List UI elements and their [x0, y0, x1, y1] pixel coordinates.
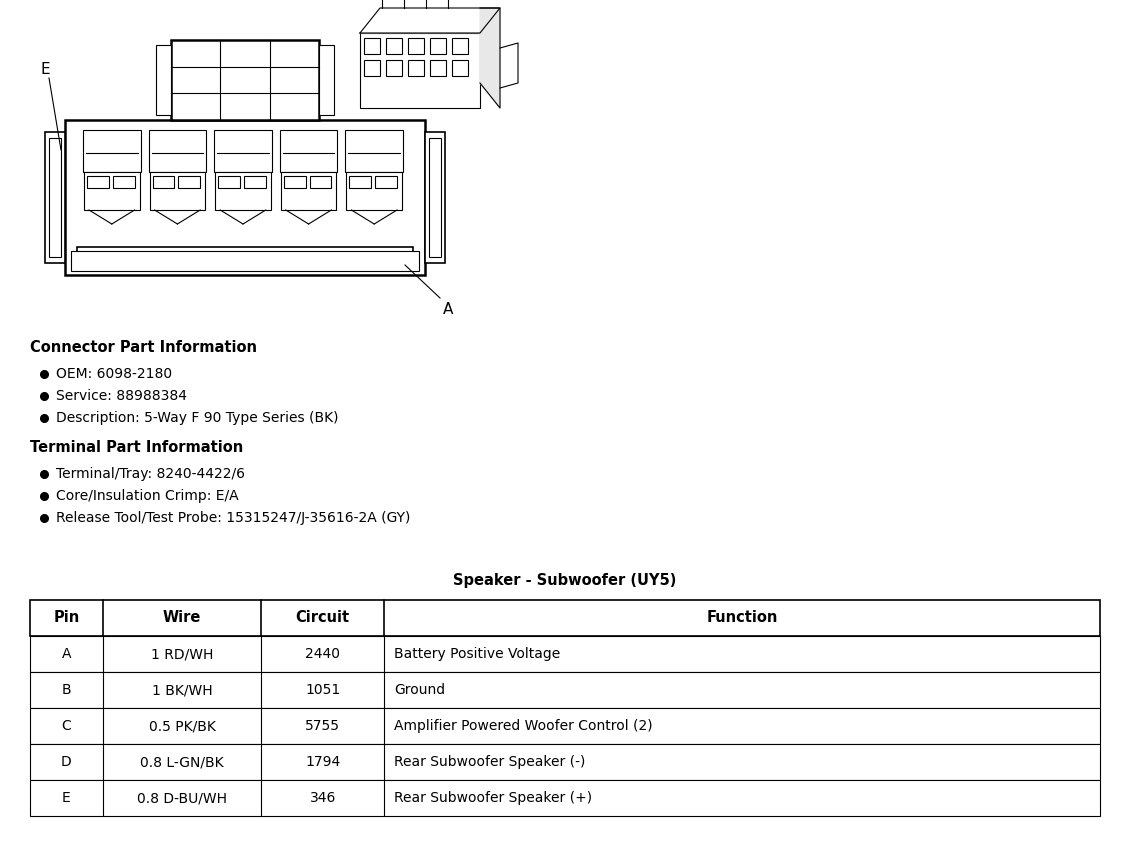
Bar: [429, 138, 441, 257]
Bar: [244, 176, 266, 188]
Bar: [84, 172, 140, 210]
Bar: [152, 176, 175, 188]
Text: Wire: Wire: [162, 610, 201, 625]
Bar: [310, 176, 332, 188]
Polygon shape: [360, 8, 500, 33]
Text: 5755: 5755: [306, 719, 340, 733]
Text: 1 RD/WH: 1 RD/WH: [151, 647, 214, 661]
Bar: [172, 40, 319, 120]
Bar: [319, 45, 334, 115]
Bar: [30, 744, 1100, 780]
Text: Amplifier Powered Woofer Control (2): Amplifier Powered Woofer Control (2): [394, 719, 653, 733]
Bar: [284, 176, 306, 188]
Bar: [215, 172, 270, 210]
Bar: [408, 38, 424, 54]
Text: C: C: [61, 719, 72, 733]
Bar: [408, 60, 424, 76]
Bar: [425, 132, 445, 263]
Bar: [30, 636, 1100, 672]
Bar: [346, 172, 402, 210]
Bar: [364, 38, 381, 54]
Bar: [49, 138, 61, 257]
Bar: [350, 176, 371, 188]
Text: Speaker - Subwoofer (UY5): Speaker - Subwoofer (UY5): [453, 573, 677, 587]
Text: 1051: 1051: [306, 683, 341, 697]
Bar: [112, 176, 134, 188]
Bar: [30, 708, 1100, 744]
Bar: [386, 60, 402, 76]
Text: Connector Part Information: Connector Part Information: [30, 340, 257, 355]
Polygon shape: [481, 8, 500, 108]
Text: B: B: [61, 683, 72, 697]
Bar: [360, 33, 481, 108]
Text: Function: Function: [707, 610, 778, 625]
Bar: [178, 176, 200, 188]
Text: 2440: 2440: [306, 647, 340, 661]
Text: Terminal/Tray: 8240-4422/6: Terminal/Tray: 8240-4422/6: [56, 467, 245, 481]
Bar: [70, 251, 419, 271]
Bar: [215, 130, 272, 172]
Bar: [65, 120, 425, 275]
Text: Circuit: Circuit: [295, 610, 350, 625]
Bar: [431, 38, 446, 54]
Text: Service: 88988384: Service: 88988384: [56, 389, 187, 403]
Text: 0.5 PK/BK: 0.5 PK/BK: [149, 719, 216, 733]
Text: E: E: [40, 62, 50, 77]
Bar: [30, 780, 1100, 816]
Bar: [452, 60, 468, 76]
Text: Terminal Part Information: Terminal Part Information: [30, 440, 243, 455]
Text: Pin: Pin: [53, 610, 80, 625]
Bar: [345, 130, 403, 172]
Text: E: E: [62, 791, 70, 805]
Text: 1794: 1794: [306, 755, 341, 769]
Text: OEM: 6098-2180: OEM: 6098-2180: [56, 367, 173, 381]
Text: 1 BK/WH: 1 BK/WH: [151, 683, 212, 697]
Bar: [431, 60, 446, 76]
Text: Release Tool/Test Probe: 15315247/J-35616-2A (GY): Release Tool/Test Probe: 15315247/J-3561…: [56, 511, 410, 525]
Text: 0.8 L-GN/BK: 0.8 L-GN/BK: [140, 755, 224, 769]
Bar: [45, 132, 65, 263]
Bar: [452, 38, 468, 54]
Text: Ground: Ground: [394, 683, 445, 697]
Text: Battery Positive Voltage: Battery Positive Voltage: [394, 647, 560, 661]
Bar: [279, 130, 337, 172]
Text: A: A: [443, 302, 453, 317]
Bar: [30, 600, 1100, 636]
Text: Rear Subwoofer Speaker (+): Rear Subwoofer Speaker (+): [394, 791, 592, 805]
Text: Description: 5-Way F 90 Type Series (BK): Description: 5-Way F 90 Type Series (BK): [56, 411, 339, 425]
Text: 0.8 D-BU/WH: 0.8 D-BU/WH: [137, 791, 227, 805]
Bar: [77, 247, 414, 261]
Bar: [375, 176, 396, 188]
Bar: [218, 176, 240, 188]
Bar: [156, 45, 172, 115]
Text: 346: 346: [309, 791, 336, 805]
Bar: [87, 176, 109, 188]
Bar: [281, 172, 336, 210]
Text: D: D: [61, 755, 72, 769]
Bar: [30, 672, 1100, 708]
Text: Core/Insulation Crimp: E/A: Core/Insulation Crimp: E/A: [56, 489, 239, 503]
Bar: [150, 172, 206, 210]
Text: A: A: [61, 647, 72, 661]
Text: Rear Subwoofer Speaker (-): Rear Subwoofer Speaker (-): [394, 755, 585, 769]
Bar: [364, 60, 381, 76]
Bar: [386, 38, 402, 54]
Bar: [83, 130, 141, 172]
Bar: [149, 130, 207, 172]
